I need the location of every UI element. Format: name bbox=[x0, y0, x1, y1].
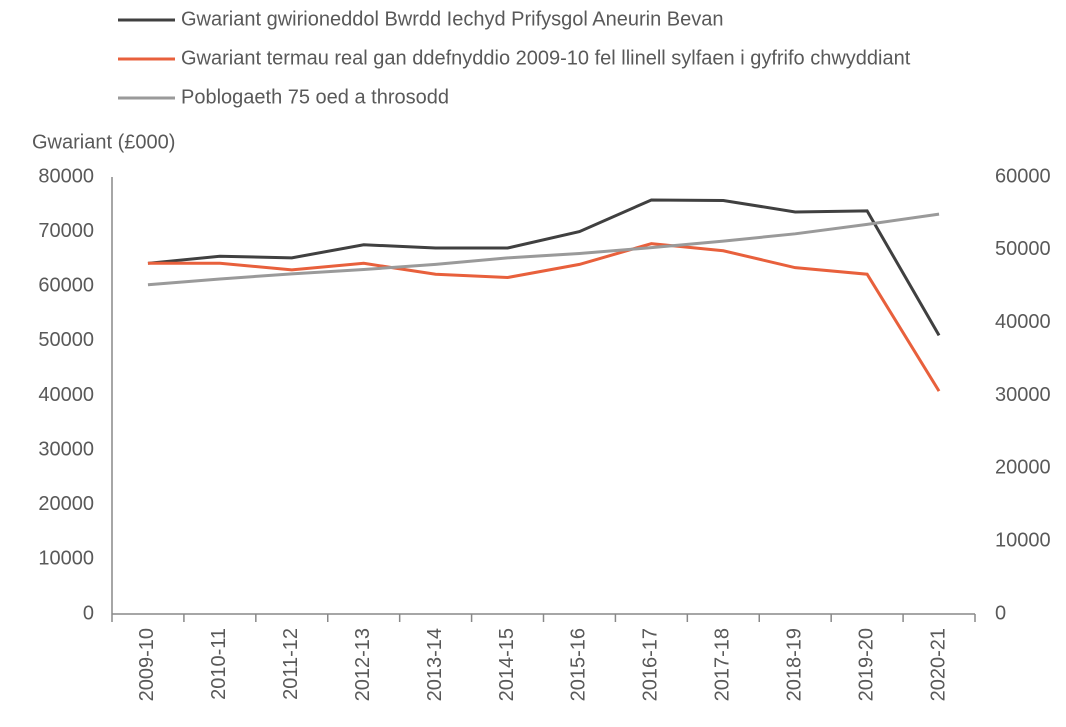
y-tick-label: 30000 bbox=[38, 438, 94, 460]
x-tick-label: 2017-18 bbox=[712, 628, 734, 701]
x-tick-label: 2013-14 bbox=[424, 628, 446, 701]
y-tick-label: 20000 bbox=[38, 493, 94, 515]
legend-label: Gwariant termau real gan ddefnyddio 2009… bbox=[181, 47, 911, 69]
y2-tick-label: 40000 bbox=[995, 311, 1051, 333]
y2-tick-label: 10000 bbox=[995, 529, 1051, 551]
x-tick-label: 2010-11 bbox=[208, 628, 230, 700]
x-tick-label: 2009-10 bbox=[136, 628, 158, 701]
series-line bbox=[147, 242, 941, 392]
x-tick-label: 2014-15 bbox=[496, 628, 518, 701]
y2-tick-label: 20000 bbox=[995, 457, 1051, 479]
x-tick-label: 2012-13 bbox=[352, 628, 374, 701]
legend-label: Poblogaeth 75 oed a throsodd bbox=[181, 86, 449, 108]
y2-tick-label: 0 bbox=[995, 602, 1006, 624]
y-tick-label: 50000 bbox=[38, 329, 94, 351]
y-tick-label: 0 bbox=[83, 602, 94, 624]
series-line bbox=[147, 212, 940, 287]
y-tick-label: 70000 bbox=[38, 220, 94, 242]
y2-tick-label: 60000 bbox=[995, 165, 1051, 187]
series-line bbox=[147, 198, 941, 337]
x-tick-label: 2015-16 bbox=[568, 628, 590, 701]
y-tick-label: 60000 bbox=[38, 275, 94, 297]
x-tick-label: 2020-21 bbox=[927, 628, 949, 701]
x-tick-label: 2018-19 bbox=[783, 628, 805, 701]
y-tick-label: 10000 bbox=[38, 548, 94, 570]
y-tick-label: 40000 bbox=[38, 384, 94, 406]
y2-tick-label: 50000 bbox=[995, 238, 1051, 260]
legend-label: Gwariant gwirioneddol Bwrdd Iechyd Prify… bbox=[181, 8, 724, 30]
x-tick-label: 2016-17 bbox=[640, 628, 662, 701]
x-tick-label: 2019-20 bbox=[855, 628, 877, 701]
y2-tick-label: 30000 bbox=[995, 384, 1051, 406]
y-axis-label: Gwariant (£000) bbox=[32, 131, 175, 153]
x-tick-label: 2011-12 bbox=[280, 628, 302, 700]
y-tick-label: 80000 bbox=[38, 165, 94, 187]
